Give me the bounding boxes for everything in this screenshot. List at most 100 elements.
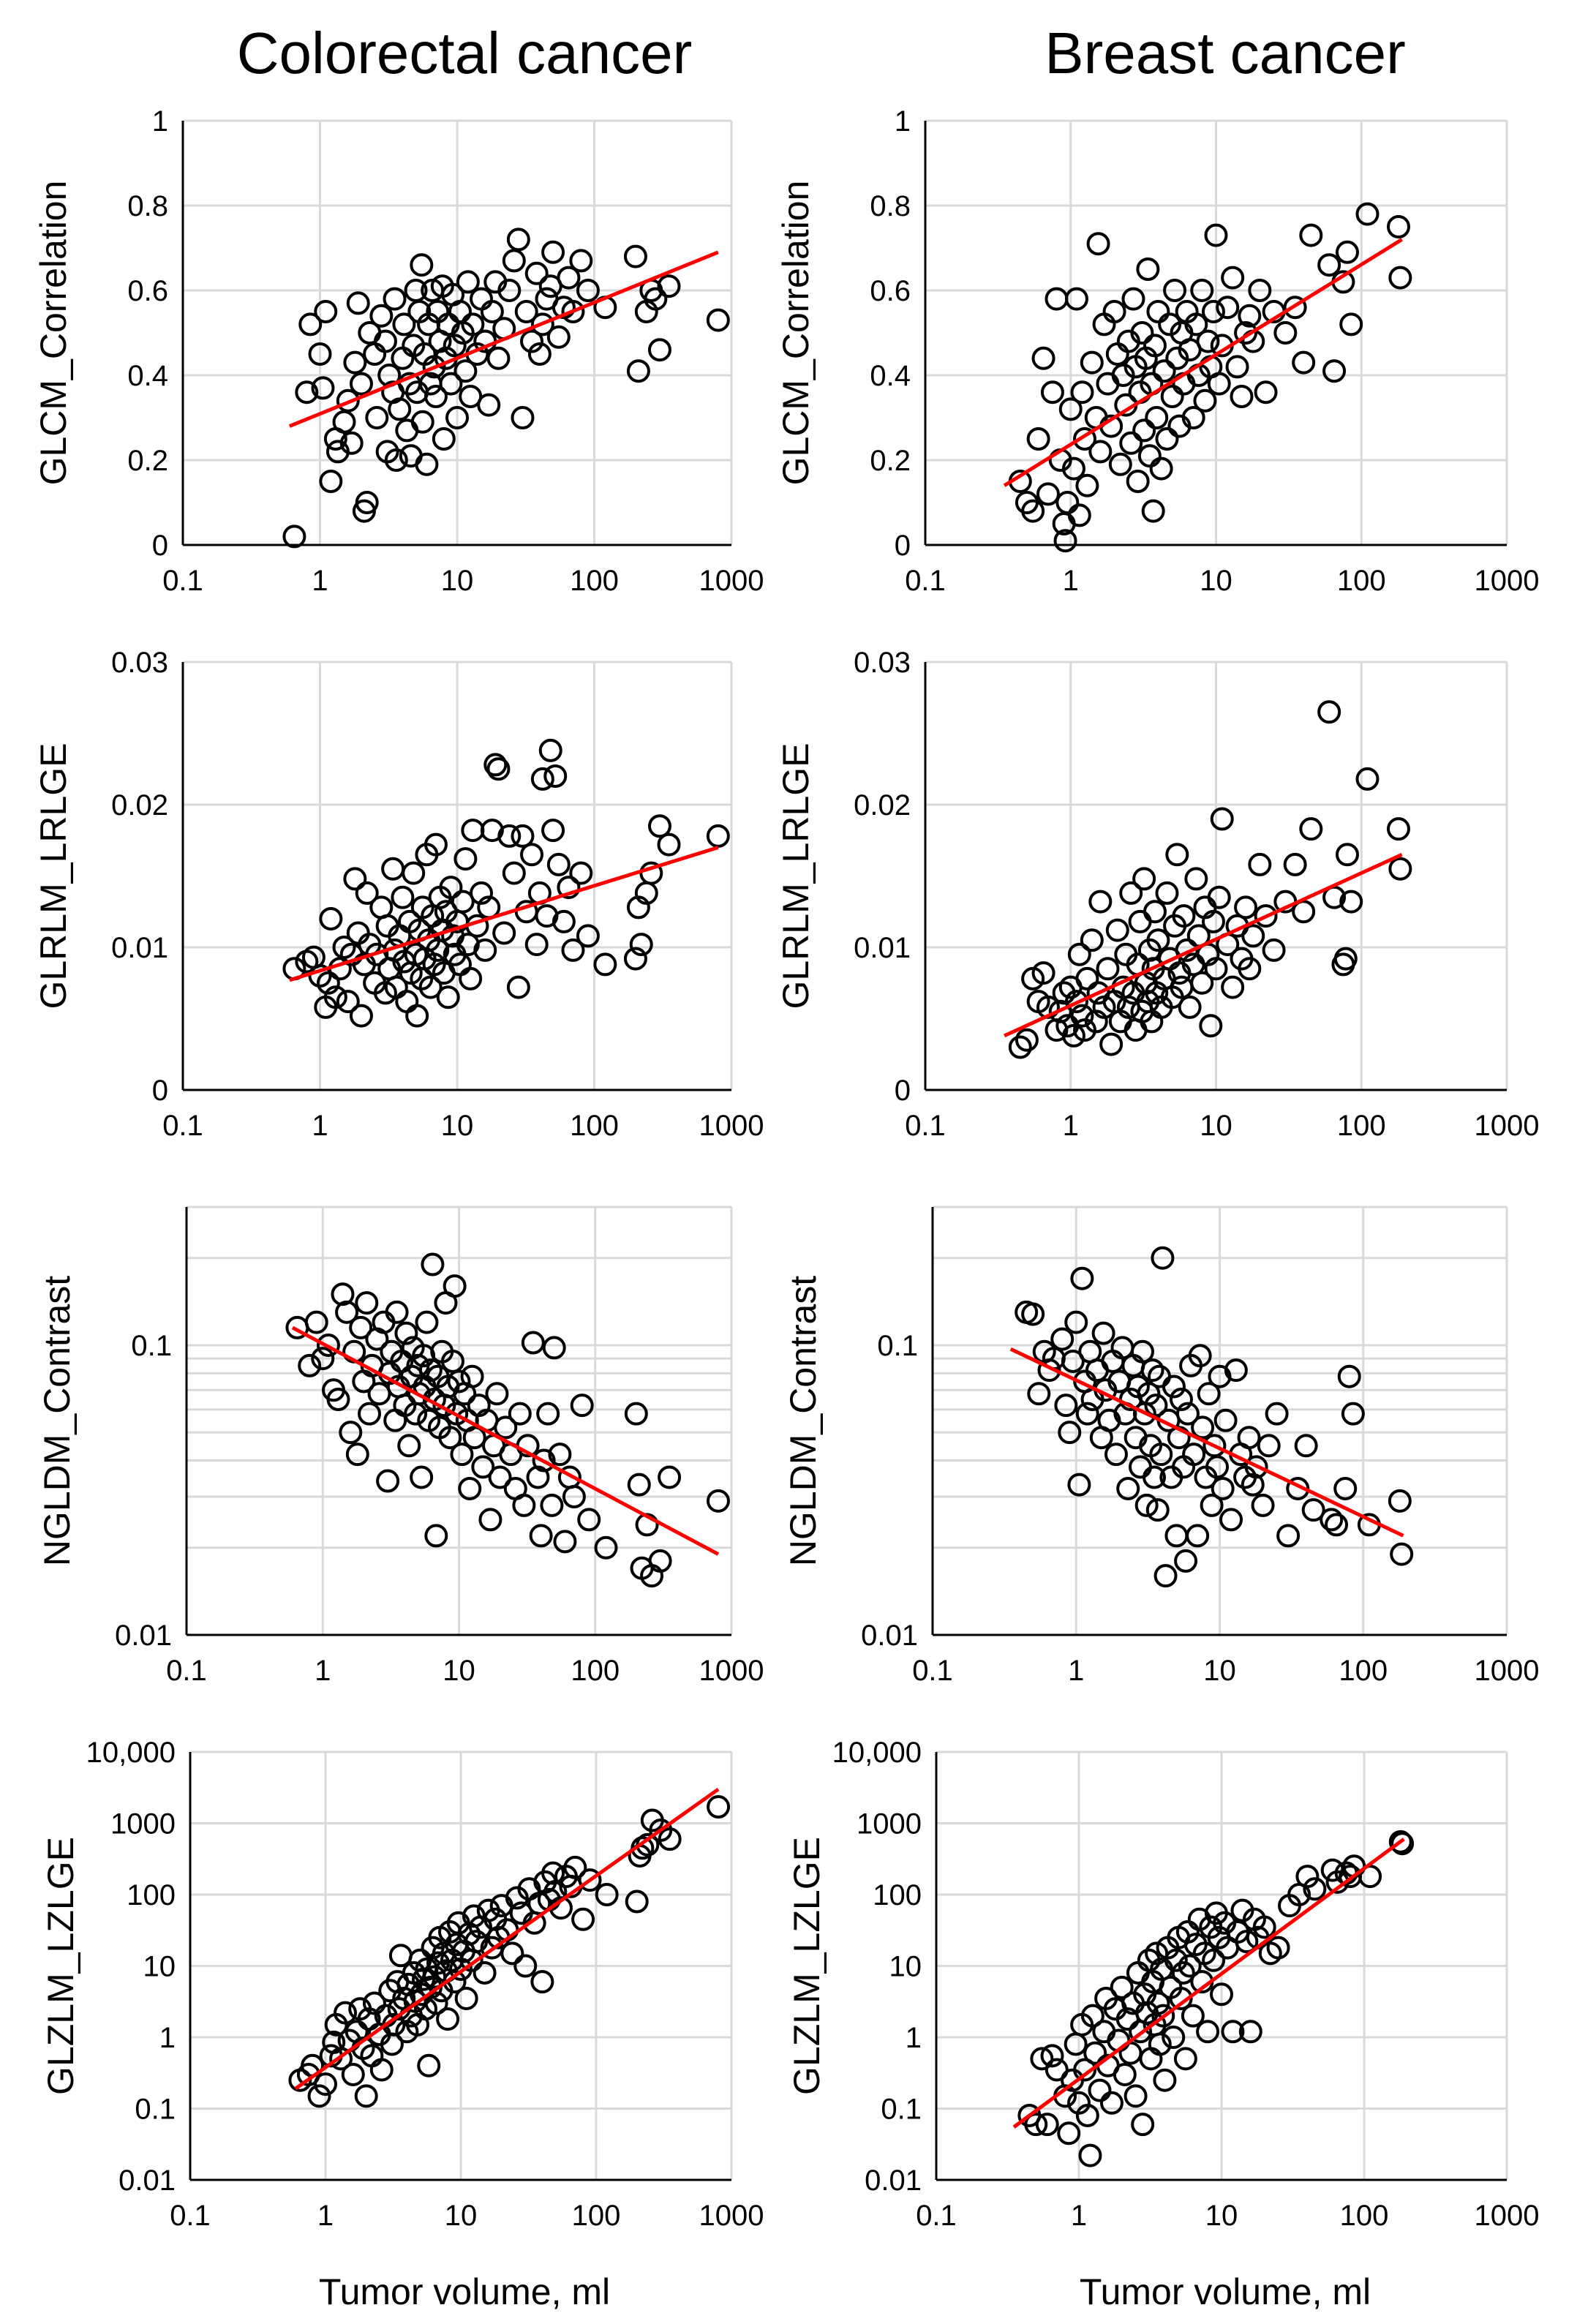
data-point (1061, 456, 1085, 481)
y-axis-title: GLRLM_LRLGE (33, 742, 74, 1009)
data-point (706, 308, 730, 332)
panel-colorectal-lrlge: 0.1 1 10 100 1000 0 0.01 0.02 0.03 GLRLM_LRLGE (33, 647, 764, 1142)
data-point (323, 985, 347, 1009)
y-tick-label: 0.1 (135, 2094, 176, 2126)
data-point (1064, 990, 1088, 1014)
data-point (1335, 843, 1359, 867)
data-point (1303, 1877, 1327, 1901)
data-point (1067, 1473, 1091, 1497)
data-point (563, 1855, 587, 1879)
data-point (1248, 852, 1272, 876)
data-point (1196, 329, 1220, 353)
data-point (349, 1004, 373, 1028)
data-point (562, 1485, 586, 1509)
data-point (506, 227, 530, 252)
data-point (553, 1530, 577, 1554)
x-tick-label: 0.1 (916, 2200, 957, 2232)
data-point (316, 1333, 340, 1357)
data-point (1026, 427, 1050, 451)
data-point (473, 938, 497, 962)
data-point (1241, 924, 1265, 948)
data-point (1292, 350, 1316, 375)
x-tick-label: 1 (1068, 1655, 1084, 1687)
data-point (372, 1310, 396, 1334)
data-point (1248, 279, 1272, 302)
data-point (424, 832, 448, 857)
x-tick-label: 1 (312, 565, 328, 597)
data-point (561, 300, 585, 323)
data-point (373, 981, 397, 1005)
data-point (417, 2053, 441, 2077)
x-tick-label: 0.1 (905, 1110, 946, 1142)
data-point (331, 1282, 355, 1306)
data-point (1036, 482, 1060, 506)
data-point (316, 971, 340, 995)
data-point (594, 1535, 618, 1560)
x-tick-label: 100 (572, 2200, 621, 2232)
data-point (1145, 1498, 1170, 1522)
data-point (462, 1426, 486, 1450)
y-tick-label: 0 (895, 530, 911, 562)
data-point (1178, 1954, 1202, 1978)
data-point (644, 287, 668, 311)
y-tick-label: 1 (152, 105, 168, 138)
y-axis-title: NGLDM_Contrast (783, 1276, 824, 1566)
data-point (1037, 1358, 1061, 1383)
data-point (1210, 1982, 1233, 2007)
data-point (1124, 2084, 1148, 2108)
data-point (512, 1493, 536, 1517)
data-point (658, 1465, 682, 1489)
trend-line (294, 1787, 720, 2091)
data-point (383, 287, 407, 311)
data-point (1008, 1035, 1032, 1059)
data-point (1211, 1476, 1235, 1500)
data-point (569, 861, 593, 885)
data-point (542, 1336, 566, 1360)
data-point (349, 1315, 373, 1339)
data-point (410, 253, 434, 277)
column-title-breast: Breast cancer (1045, 20, 1406, 86)
data-point (1238, 2020, 1262, 2044)
panels: 0.1 1 10 100 100000.20.40.60.81GLCM_Correlat… (33, 105, 1539, 2232)
data-point (513, 1954, 538, 1978)
data-point (1075, 966, 1099, 990)
x-tick-label: 100 (1340, 2200, 1389, 2232)
data-point (1104, 1443, 1128, 1467)
data-point (1388, 857, 1412, 881)
data-point (1110, 1975, 1134, 1999)
data-point (461, 312, 485, 336)
data-point (1040, 2044, 1064, 2068)
data-point (391, 346, 415, 370)
data-point (345, 1443, 369, 1467)
data-point (407, 1382, 432, 1406)
data-point (471, 1455, 495, 1479)
data-point (627, 1473, 651, 1497)
data-point (1210, 807, 1234, 831)
data-point (1073, 2058, 1097, 2082)
panel-breast-lrlge: 0.1 1 10 100 1000 0 0.01 0.02 0.03 GLRLM_LRLGE (775, 647, 1539, 1142)
x-tick-label: 10 (441, 1110, 474, 1142)
data-point (332, 410, 356, 434)
y-tick-label: 0.2 (870, 445, 911, 477)
x-tick-label: 10 (1200, 565, 1232, 597)
data-point (339, 431, 364, 455)
data-point (625, 1889, 649, 1914)
x-tick-label: 1000 (699, 1655, 764, 1687)
data-point (448, 300, 472, 323)
data-point (1213, 1408, 1238, 1432)
data-point (388, 397, 412, 421)
data-point (557, 876, 581, 900)
data-point (1111, 364, 1135, 387)
data-point (1158, 312, 1182, 336)
data-point (1137, 444, 1162, 468)
data-point (1322, 359, 1347, 383)
y-tick-label: 1 (159, 2022, 176, 2054)
trend-line (1012, 1838, 1405, 2129)
data-point (335, 1300, 359, 1324)
data-point (410, 410, 434, 434)
data-point (341, 2062, 365, 2086)
data-point (543, 1879, 568, 1903)
data-point (514, 300, 538, 323)
data-point (478, 1508, 503, 1532)
